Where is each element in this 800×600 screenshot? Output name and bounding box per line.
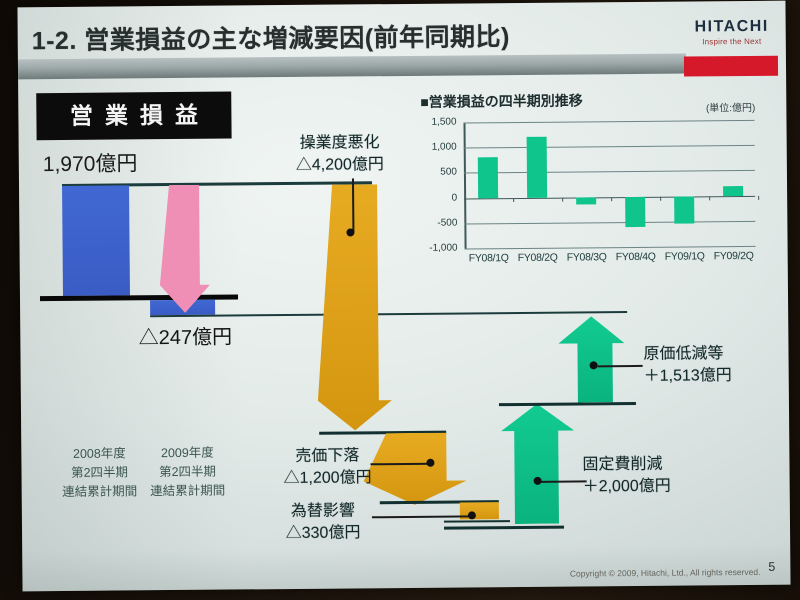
factor-name: 為替影響: [290, 502, 355, 520]
hitachi-red-bar: [683, 55, 779, 77]
gridline: [464, 220, 756, 225]
bottom-base-line: [444, 525, 565, 530]
bar-FY08/1Q: [477, 157, 499, 198]
y-axis-line: [463, 122, 467, 249]
hitachi-tagline: Inspire the Next: [702, 36, 762, 47]
title-divider-bar: [17, 53, 687, 80]
copyright-notice: Copyright © 2009, Hitachi, Ltd., All rig…: [569, 566, 761, 579]
hitachi-logo: HITACHI Inspire the Next: [684, 18, 780, 47]
y-tick-label: 500: [440, 166, 457, 179]
gridline: [464, 245, 756, 250]
x-axis-tick: [708, 195, 710, 200]
step-base-line-4: [498, 401, 636, 406]
connector-dot: [467, 511, 476, 520]
level-line-minus247: [150, 311, 628, 318]
factor-arrow-capacity-utilization: [316, 184, 392, 431]
factor-value: △330億円: [285, 524, 361, 543]
factor-label-fixed-cost-reduction: 固定費削減 ＋2,000億円: [582, 453, 732, 498]
x-tick-label: FY08/1Q: [468, 252, 509, 265]
page-number: 5: [768, 559, 776, 574]
connector-dot: [426, 458, 435, 467]
connector-dot: [346, 228, 355, 237]
x-tick-label: FY09/1Q: [664, 250, 705, 263]
x-axis-tick: [512, 197, 514, 202]
factor-arrow-fixed-cost-reduction: [501, 404, 575, 525]
quarterly-chart-plot: [463, 119, 759, 250]
x-axis-tick: [757, 195, 759, 200]
slide-title: 1-2. 営業損益の主な増減要因(前年同期比): [31, 23, 511, 56]
connector-line: [597, 364, 643, 367]
factor-value: ＋1,513億円: [643, 367, 732, 385]
period-label-2009: 2009年度 第2四半期 連結累計期間: [150, 445, 226, 498]
x-tick-label: FY09/2Q: [713, 249, 754, 263]
y-tick-label: 0: [451, 192, 458, 204]
factor-value: ＋2,000億円: [582, 477, 671, 496]
connector-line: [371, 515, 472, 518]
x-axis-tick: [561, 197, 563, 202]
step-base-line-3: [443, 520, 510, 523]
bar-FY08/3Q: [576, 196, 597, 205]
factor-name: 原価低減等: [643, 345, 724, 363]
factor-label-capacity-utilization: 操業度悪化 △4,200億円: [279, 132, 401, 177]
y-tick-label: -1,000: [429, 242, 458, 254]
bar-FY08/2Q: [526, 136, 548, 198]
gridline: [463, 119, 755, 124]
bar-FY09/2Q: [723, 185, 744, 196]
quarterly-chart-yaxis: 1,500 1,000 500 0 -500 -1,000: [406, 117, 458, 254]
gridline: [463, 170, 755, 174]
end-value-label: △247億円: [138, 326, 233, 350]
x-axis-tick: [659, 196, 661, 201]
factor-name: 固定費削減: [582, 455, 663, 474]
x-tick-label: FY08/2Q: [517, 251, 558, 265]
connector-dot: [533, 476, 542, 485]
gridline: [463, 145, 755, 149]
quarterly-chart-title: ■営業損益の四半期別推移: [420, 92, 583, 110]
factor-arrow-cost-reduction: [558, 316, 625, 403]
x-axis-tick: [610, 196, 612, 201]
factor-name: 売価下落: [295, 447, 360, 465]
y-tick-label: 1,500: [431, 116, 457, 128]
slide: 1-2. 営業損益の主な増減要因(前年同期比) HITACHI Inspire …: [17, 0, 791, 592]
operating-income-heading: 営業損益: [36, 91, 232, 141]
period-label-2008: 2008年度 第2四半期 連結累計期間: [62, 446, 138, 499]
hitachi-wordmark: HITACHI: [694, 17, 769, 36]
y-tick-label: -500: [437, 217, 458, 229]
factor-label-cost-reduction: 原価低減等 ＋1,513億円: [643, 343, 783, 388]
factor-value: △4,200億円: [295, 156, 384, 174]
quarterly-chart-xaxis: FY08/1Q FY08/2Q FY08/3Q FY08/4Q FY09/1Q FY09/…: [465, 250, 765, 267]
connector-dot: [589, 361, 598, 370]
connector-line: [540, 480, 587, 483]
factor-label-fx-impact: 為替影響 △330億円: [262, 500, 384, 545]
quarterly-chart-unit-label: (単位:億円): [705, 102, 756, 115]
x-tick-label: FY08/4Q: [615, 250, 656, 264]
y-tick-label: 1,000: [431, 141, 457, 153]
bar-FY09/1Q: [674, 196, 695, 224]
start-value-label: 1,970億円: [42, 152, 138, 177]
factor-value: △1,200億円: [283, 469, 372, 488]
factor-name: 操業度悪化: [299, 134, 380, 152]
x-tick-label: FY08/3Q: [566, 251, 607, 264]
factor-label-price-decline: 売価下落 △1,200億円: [266, 445, 388, 490]
bar-FY08/4Q: [625, 196, 646, 227]
bar-2008-h1: [62, 185, 130, 296]
